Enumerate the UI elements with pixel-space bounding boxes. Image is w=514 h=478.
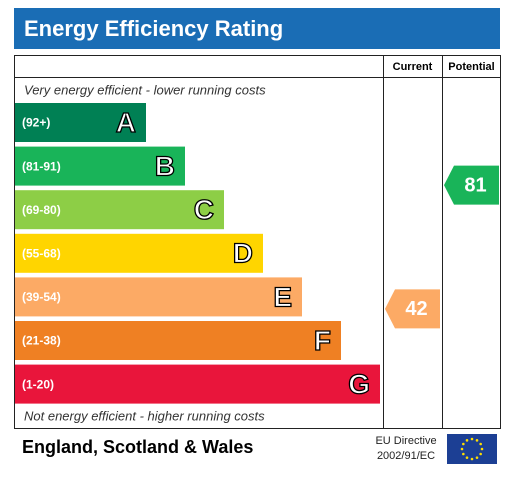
band-range: (92+) <box>22 116 50 130</box>
current-header: Current <box>393 61 433 73</box>
band-range: (1-20) <box>22 377 54 391</box>
band-bar <box>15 277 302 317</box>
band-range: (69-80) <box>22 203 61 217</box>
band-bar <box>15 321 341 360</box>
title-bar <box>14 8 500 49</box>
directive-line: EU Directive <box>375 435 436 447</box>
band-range: (21-38) <box>22 334 61 348</box>
band-range: (81-91) <box>22 159 61 173</box>
directive-line: 2002/91/EC <box>377 450 435 462</box>
band-letter: G <box>348 368 370 399</box>
top-note: Very energy efficient - lower running co… <box>24 82 266 97</box>
potential-header: Potential <box>448 61 494 73</box>
flag-star <box>465 456 469 459</box>
band-bar <box>15 146 185 186</box>
flag-star <box>470 457 474 461</box>
band-bar <box>15 103 146 142</box>
band-letter: E <box>273 281 292 312</box>
band-letter: F <box>314 325 331 356</box>
title: Energy Efficiency Rating <box>24 16 283 41</box>
footer-region: England, Scotland & Wales <box>22 437 253 457</box>
flag-star <box>462 452 465 456</box>
current-value: 42 <box>405 298 427 320</box>
flag-star <box>475 456 479 459</box>
band-bar <box>15 364 380 404</box>
eu-flag <box>447 434 497 464</box>
bottom-note: Not energy efficient - higher running co… <box>24 408 265 423</box>
flag-star <box>470 437 474 441</box>
band-letter: C <box>194 194 214 225</box>
band-range: (55-68) <box>22 246 61 260</box>
band-range: (39-54) <box>22 290 61 304</box>
band-letter: B <box>155 150 175 181</box>
band-letter: A <box>116 107 136 138</box>
flag-star <box>480 447 484 451</box>
potential-arrow <box>444 165 499 205</box>
flag-star <box>465 439 469 442</box>
potential-value: 81 <box>464 174 486 196</box>
band-letter: D <box>233 238 253 269</box>
flag-star <box>475 439 479 442</box>
band-bar <box>15 233 263 273</box>
flag-star <box>462 442 465 446</box>
current-arrow <box>385 289 440 329</box>
band-bar <box>15 190 224 230</box>
flag-star <box>460 447 464 451</box>
flag-star <box>479 442 482 446</box>
flag-star <box>479 452 482 456</box>
